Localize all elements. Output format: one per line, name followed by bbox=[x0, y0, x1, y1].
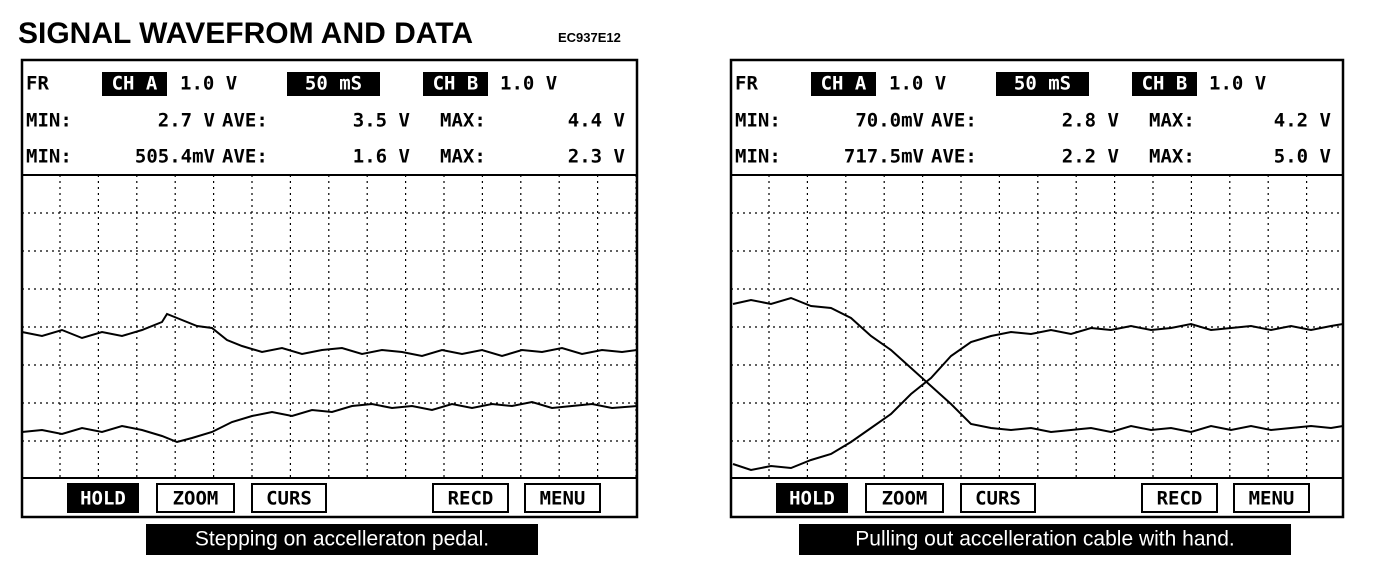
status-label: 50 mS bbox=[1014, 73, 1071, 95]
row-label: MIN: bbox=[26, 110, 72, 132]
status-label: CH A bbox=[821, 73, 867, 95]
button-label: ZOOM bbox=[882, 488, 928, 510]
button[interactable] bbox=[251, 483, 327, 513]
scope-screen: FR CH A 1.0 V 50 mS CH B 1.0 V MIN: 2.7 V AVE: 3.… bbox=[20, 58, 639, 519]
button-label: RECD bbox=[1157, 488, 1203, 510]
label-box bbox=[1132, 72, 1197, 96]
button-label: RECD bbox=[448, 488, 494, 510]
status-value: 1.0 V bbox=[1209, 73, 1266, 95]
status-label: CH A bbox=[112, 73, 158, 95]
row-value: 1.6 V bbox=[353, 146, 410, 168]
row-value: 717.5mV bbox=[844, 146, 924, 168]
row-value: 2.7 V bbox=[158, 110, 215, 132]
button-label: MENU bbox=[540, 488, 586, 510]
status-value: 1.0 V bbox=[889, 73, 946, 95]
row-value: 2.3 V bbox=[568, 146, 625, 168]
status-label: 50 mS bbox=[305, 73, 362, 95]
row-value: 2.8 V bbox=[1062, 110, 1119, 132]
button[interactable] bbox=[67, 483, 139, 513]
button[interactable] bbox=[156, 483, 235, 513]
status-value: 1.0 V bbox=[500, 73, 557, 95]
button[interactable] bbox=[432, 483, 509, 513]
status-label: CH B bbox=[433, 73, 479, 95]
row-label: AVE: bbox=[931, 146, 977, 168]
row-label: MIN: bbox=[26, 146, 72, 168]
row-value: 5.0 V bbox=[1274, 146, 1331, 168]
status-label: FR bbox=[26, 73, 49, 95]
caption: Stepping on accelleraton pedal. bbox=[195, 528, 489, 551]
label-box bbox=[996, 72, 1089, 96]
button-label: CURS bbox=[975, 488, 1021, 510]
row-label: AVE: bbox=[222, 146, 268, 168]
grid bbox=[22, 175, 637, 478]
status-label: FR bbox=[735, 73, 758, 95]
row-label: MAX: bbox=[1149, 146, 1195, 168]
figure-code: EC937E12 bbox=[558, 30, 621, 45]
caption-box bbox=[146, 524, 538, 555]
button[interactable] bbox=[1233, 483, 1310, 513]
waveform bbox=[21, 312, 638, 358]
button-label: CURS bbox=[266, 488, 312, 510]
row-value: 70.0mV bbox=[855, 110, 924, 132]
row-label: AVE: bbox=[931, 110, 977, 132]
row-label: MIN: bbox=[735, 146, 781, 168]
waveform bbox=[21, 400, 638, 444]
row-label: MAX: bbox=[440, 110, 486, 132]
button[interactable] bbox=[1141, 483, 1218, 513]
button-label: HOLD bbox=[80, 488, 126, 510]
button[interactable] bbox=[524, 483, 601, 513]
row-label: MIN: bbox=[735, 110, 781, 132]
button[interactable] bbox=[776, 483, 848, 513]
status-value: 1.0 V bbox=[180, 73, 237, 95]
button[interactable] bbox=[960, 483, 1036, 513]
row-label: AVE: bbox=[222, 110, 268, 132]
button[interactable] bbox=[865, 483, 944, 513]
status-label: CH B bbox=[1142, 73, 1188, 95]
row-label: MAX: bbox=[1149, 110, 1195, 132]
title: SIGNAL WAVEFROM AND DATA bbox=[18, 17, 473, 50]
button-label: ZOOM bbox=[173, 488, 219, 510]
button-label: MENU bbox=[1249, 488, 1295, 510]
waveform bbox=[732, 296, 1344, 434]
screen-frame bbox=[20, 58, 639, 519]
label-box bbox=[811, 72, 876, 96]
label-box bbox=[102, 72, 167, 96]
label-box bbox=[287, 72, 380, 96]
row-value: 505.4mV bbox=[135, 146, 215, 168]
label-box bbox=[423, 72, 488, 96]
row-value: 4.4 V bbox=[568, 110, 625, 132]
row-label: MAX: bbox=[440, 146, 486, 168]
grid bbox=[731, 175, 1343, 478]
waveform bbox=[732, 322, 1344, 472]
button-label: HOLD bbox=[789, 488, 835, 510]
row-value: 3.5 V bbox=[353, 110, 410, 132]
scope-screen: FR CH A 1.0 V 50 mS CH B 1.0 V MIN: 70.0mV AVE: 2… bbox=[729, 58, 1345, 519]
screen-frame bbox=[729, 58, 1345, 519]
row-value: 2.2 V bbox=[1062, 146, 1119, 168]
row-value: 4.2 V bbox=[1274, 110, 1331, 132]
caption: Pulling out accelleration cable with han… bbox=[855, 528, 1234, 551]
caption-box bbox=[799, 524, 1291, 555]
